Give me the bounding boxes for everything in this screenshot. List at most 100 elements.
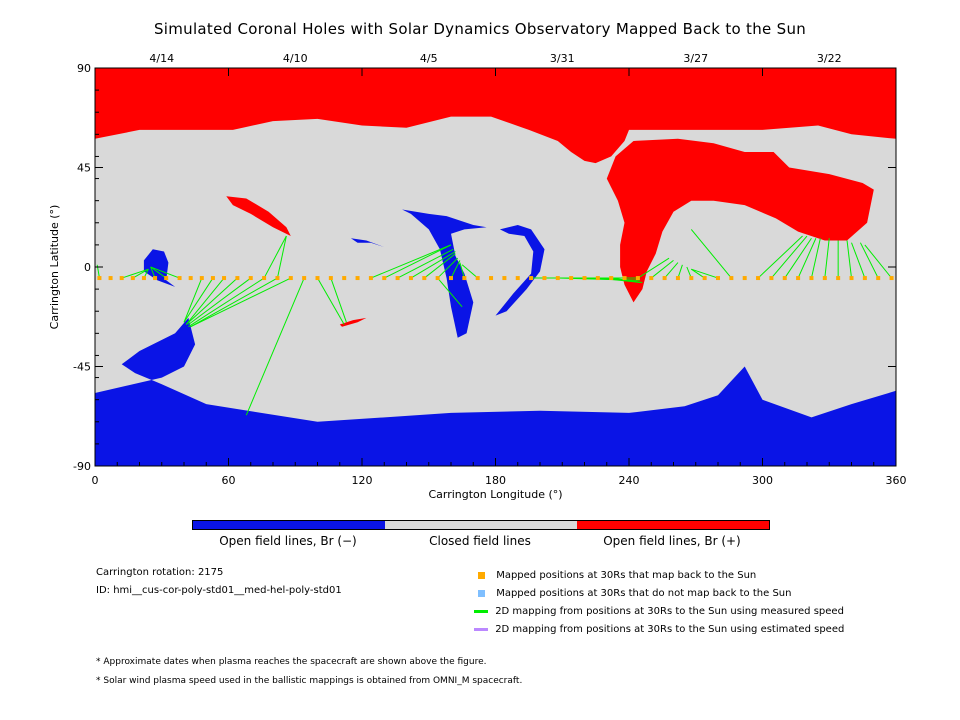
mapping-line (188, 277, 252, 325)
mapped-point (622, 276, 627, 281)
mapped-point (210, 276, 215, 281)
mapping-line (611, 277, 643, 283)
mapped-point (262, 276, 267, 281)
mapping-line (150, 266, 167, 279)
colorbar-label-closed: Closed field lines (429, 534, 531, 548)
colorbar-label-positive: Open field lines, Br (+) (603, 534, 741, 548)
mapped-point (889, 276, 894, 281)
mapped-point (355, 276, 360, 281)
mapping-line (810, 238, 821, 279)
mapping-line (690, 229, 732, 279)
y-tick-label: -90 (73, 460, 91, 473)
mapped-point (328, 276, 333, 281)
mapped-point (822, 276, 827, 281)
x-tick-label: 0 (92, 474, 99, 487)
mapped-point (188, 276, 193, 281)
mapped-point (662, 276, 667, 281)
mapped-point (408, 276, 413, 281)
mapped-point (515, 276, 520, 281)
mapped-point (248, 276, 253, 281)
mapped-point (153, 276, 158, 281)
blue-square-icon (478, 589, 485, 597)
mapping-line (784, 237, 812, 279)
mapped-point (769, 276, 774, 281)
mapped-point (635, 276, 640, 281)
mapping-line (797, 238, 817, 279)
x-tick-label: 360 (886, 474, 907, 487)
mapped-point (529, 276, 534, 281)
carrington-rotation: Carrington rotation: 2175 (96, 567, 224, 578)
x-tick-label: 60 (222, 474, 236, 487)
mapped-point (876, 276, 881, 281)
mapping-line (423, 253, 456, 279)
x-tick-label: 180 (485, 474, 506, 487)
mapped-point (716, 276, 720, 281)
mapping-line (185, 277, 238, 325)
mapped-point (288, 276, 293, 281)
mapped-point (130, 276, 135, 281)
chart-title: Simulated Coronal Holes with Solar Dynam… (153, 20, 807, 38)
legend-text: Mapped positions at 30Rs that map back t… (496, 570, 757, 581)
mapping-line (121, 268, 149, 279)
mapped-point (422, 276, 427, 281)
mapped-point (702, 276, 707, 281)
mapped-point (569, 276, 574, 281)
colorbar-negative (193, 521, 385, 529)
mapped-point (555, 276, 560, 281)
legend-text: 2D mapping from positions at 30Rs to the… (495, 624, 845, 635)
open-negative-region (143, 249, 176, 287)
mapping-line (183, 277, 214, 323)
mapping-line (450, 260, 461, 279)
mapped-point (199, 276, 204, 281)
mapped-point (462, 276, 467, 281)
legend: Mapped positions at 30Rs that map back t… (474, 567, 845, 639)
y-tick-label: 45 (77, 162, 91, 175)
y-tick-label: 90 (77, 62, 91, 75)
legend-text: 2D mapping from positions at 30Rs to the… (495, 606, 844, 617)
date-tick-label: 4/10 (283, 52, 308, 65)
mapped-point (119, 276, 124, 281)
mapping-line (437, 277, 463, 308)
footnote-speed: * Solar wind plasma speed used in the ba… (96, 676, 523, 686)
purple-line-icon (474, 627, 488, 631)
mapped-point (609, 276, 614, 281)
legend-item-not-mapped: Mapped positions at 30Rs that do not map… (478, 585, 844, 603)
mapped-point (275, 276, 280, 281)
mapped-point (849, 276, 854, 281)
open-negative-region (495, 225, 545, 316)
y-axis-label: Carrington Latitude (°) (48, 205, 61, 330)
colorbar-closed (385, 521, 577, 529)
mapped-point (782, 276, 787, 281)
mapped-point (222, 276, 227, 281)
mapped-point (502, 276, 507, 281)
mapped-point (595, 276, 600, 281)
mapped-point (342, 276, 347, 281)
x-axis-label: Carrington Longitude (°) (428, 488, 562, 501)
mapped-point (675, 276, 680, 281)
mapped-point (742, 276, 747, 281)
mapping-line (677, 264, 683, 279)
mapping-line (183, 277, 203, 323)
open-negative-region (402, 209, 487, 338)
mapped-point (177, 276, 182, 281)
mapping-line (691, 268, 719, 279)
mapping-line (276, 235, 287, 279)
mapped-point (382, 276, 387, 281)
mapping-line (864, 244, 892, 279)
open-negative-region (95, 317, 896, 466)
mapped-point (836, 276, 841, 281)
mapped-point (489, 276, 494, 281)
mapping-line (461, 264, 479, 279)
mapped-point (542, 276, 547, 281)
y-tick-label: 0 (84, 261, 91, 274)
mapped-point (582, 276, 587, 281)
model-id: ID: hmi__cus-cor-poly-std01__med-hel-pol… (96, 585, 342, 596)
mapping-line (410, 251, 456, 279)
mapping-line (637, 257, 670, 279)
date-tick-label: 3/22 (817, 52, 842, 65)
open-positive-region (226, 196, 291, 236)
mapping-line (263, 235, 287, 279)
mapping-line (824, 238, 830, 279)
mapping-line (150, 266, 180, 279)
mapping-line (397, 248, 454, 279)
